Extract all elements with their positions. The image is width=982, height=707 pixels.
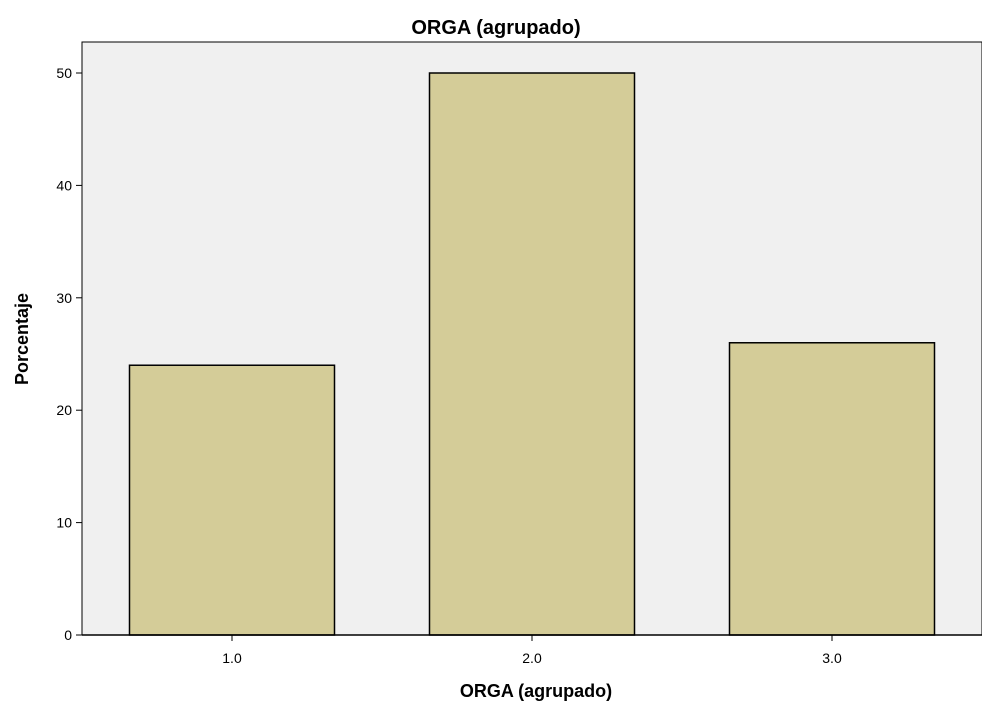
chart-title: ORGA (agrupado) (411, 17, 580, 39)
y-tick-label: 0 (64, 627, 72, 643)
bar-2.0 (428, 72, 636, 636)
x-axis: 1.0 2.0 3.0 (82, 634, 982, 666)
y-axis-title: Porcentaje (12, 293, 32, 385)
y-tick-label: 50 (56, 65, 72, 81)
x-tick-label: 3.0 (822, 650, 842, 666)
y-tick-label: 40 (56, 177, 72, 193)
y-tick-label: 30 (56, 290, 72, 306)
bar-1.0 (128, 364, 336, 636)
x-tick-label: 1.0 (222, 650, 242, 666)
bar-3.0 (728, 342, 936, 636)
y-axis: 0 10 20 30 40 50 (56, 42, 83, 643)
y-tick-label: 10 (56, 515, 72, 531)
x-tick-label: 2.0 (522, 650, 542, 666)
x-axis-title: ORGA (agrupado) (460, 681, 612, 701)
y-tick-label: 20 (56, 402, 72, 418)
